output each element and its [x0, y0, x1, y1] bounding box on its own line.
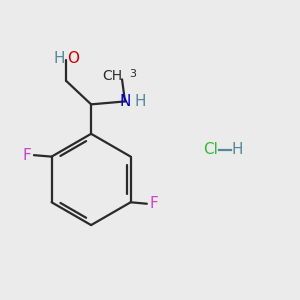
- Text: O: O: [68, 51, 80, 66]
- Text: CH: CH: [102, 69, 122, 83]
- Text: H: H: [53, 51, 64, 66]
- Text: H: H: [232, 142, 243, 158]
- Text: H: H: [134, 94, 146, 109]
- Text: Cl: Cl: [203, 142, 218, 158]
- Text: 3: 3: [129, 69, 137, 79]
- Text: F: F: [23, 148, 32, 163]
- Text: N: N: [119, 94, 131, 109]
- Text: F: F: [149, 196, 158, 211]
